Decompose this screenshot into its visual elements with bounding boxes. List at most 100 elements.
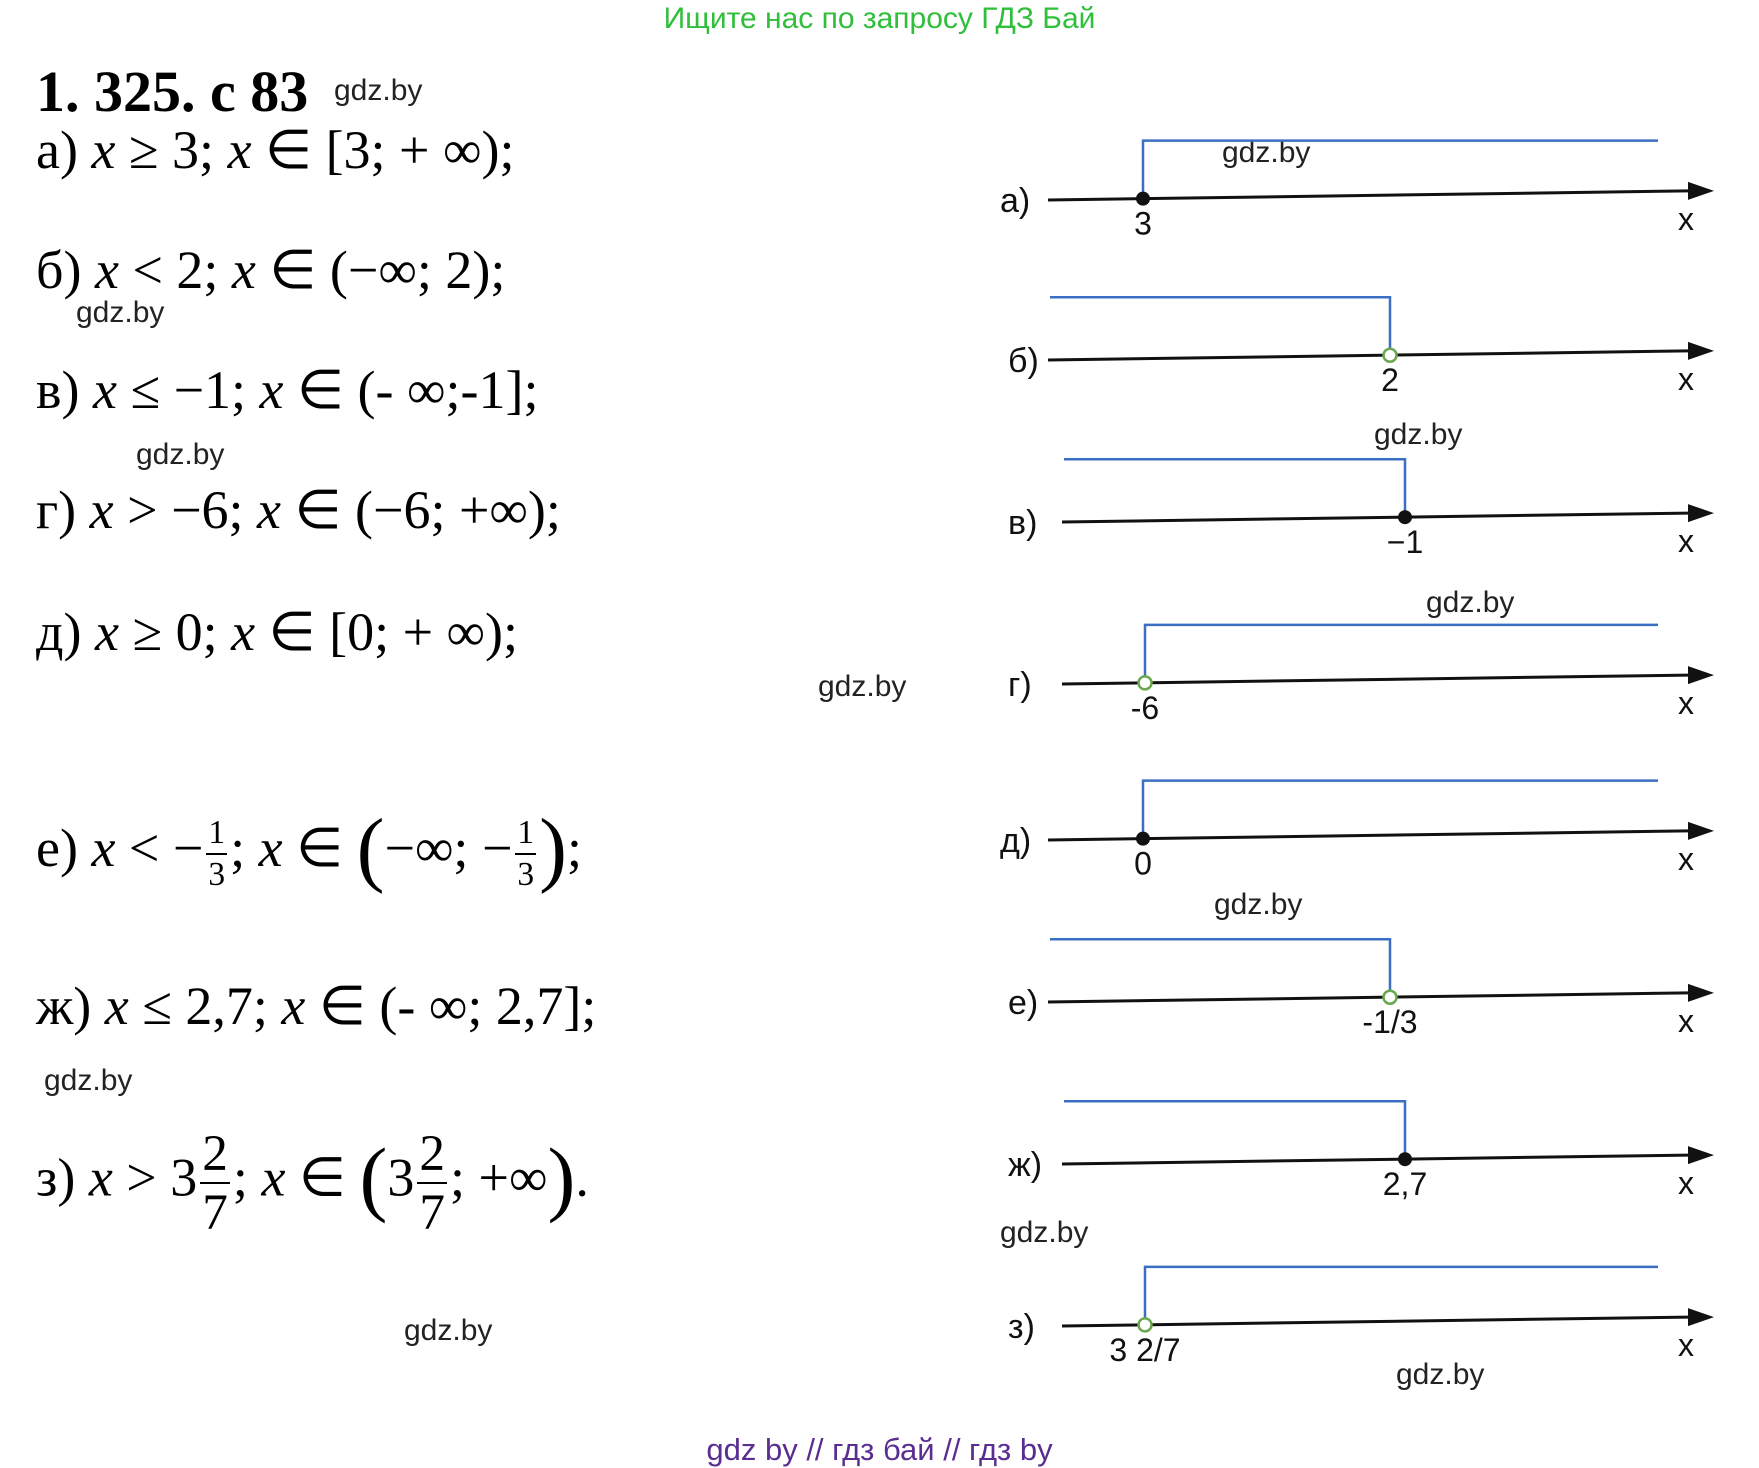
solution-v: в) x ≤ −1; x ∈ (- ∞;-1]; — [36, 358, 539, 421]
number-line-label: г) — [1008, 666, 1032, 704]
axis-line — [1047, 991, 1689, 1004]
watermark: gdz.by — [1426, 586, 1515, 619]
variable: x — [258, 817, 283, 878]
watermark: gdz.by — [1214, 888, 1303, 921]
point-label: −1 — [1387, 524, 1423, 560]
variable: x — [91, 120, 116, 180]
variable: x — [227, 120, 252, 180]
watermark: gdz.by — [136, 438, 225, 471]
solution-e: е) x < −1 3; x ∈ (−∞; −1 3); — [36, 802, 583, 895]
point-label: 0 — [1134, 846, 1152, 882]
number-line-label: в) — [1008, 504, 1037, 542]
solution-label: з) — [36, 1147, 76, 1208]
variable: x — [231, 602, 256, 662]
inequality: ≤ 2,7; — [128, 976, 282, 1036]
closed-point — [1136, 831, 1150, 846]
interval-bracket — [1064, 457, 1407, 518]
variable: x — [257, 480, 281, 540]
variable: x — [281, 976, 306, 1036]
open-point — [1137, 1317, 1153, 1333]
inequality: < 2; — [118, 240, 232, 300]
solution-d: д) x ≥ 0; x ∈ [0; + ∞); — [36, 600, 518, 663]
axis-name: x — [1678, 685, 1694, 721]
inequality: < − — [115, 817, 204, 878]
interval: ∈ (- ∞; 2,7]; — [305, 976, 597, 1036]
point-label: -6 — [1131, 690, 1159, 726]
variable: x — [94, 240, 119, 300]
number-line-label: ж) — [1008, 1146, 1042, 1184]
inequality: > −6; — [113, 480, 258, 540]
solution-a: а) x ≥ 3; x ∈ [3; + ∞); — [36, 118, 515, 181]
number-line-label: а) — [1000, 182, 1030, 220]
watermark: gdz.by — [76, 296, 165, 329]
solution-z: з) x > 3 2 7; x ∈ (3 2 7; +∞). — [36, 1125, 589, 1242]
open-point — [1137, 675, 1153, 691]
axis-line — [1061, 1153, 1689, 1166]
interval: ∈ [3; + ∞); — [251, 120, 515, 180]
variable: x — [231, 240, 256, 300]
arrow-head — [1688, 1146, 1714, 1165]
watermark: gdz.by — [44, 1064, 133, 1097]
arrow-head — [1688, 341, 1714, 360]
variable: x — [91, 817, 116, 878]
variable: x — [104, 976, 129, 1036]
axis-name: x — [1678, 361, 1694, 397]
variable: x — [92, 360, 117, 420]
solution-label: в) — [36, 360, 80, 420]
interval-bracket — [1050, 937, 1392, 998]
watermark: gdz.by — [404, 1314, 493, 1347]
point-label: -1/3 — [1362, 1004, 1417, 1040]
point-label: 2,7 — [1383, 1166, 1427, 1202]
solution-g: г) x > −6; x ∈ (−6; +∞); — [36, 478, 561, 541]
axis-line — [1047, 189, 1689, 202]
axis-name: x — [1678, 1165, 1694, 1201]
inequality: ≥ 3; — [115, 120, 228, 180]
arrow-head — [1688, 504, 1714, 523]
variable: x — [261, 1147, 286, 1208]
axis-line — [1047, 829, 1689, 842]
solution-label: д) — [36, 602, 82, 662]
solution-label: б) — [36, 240, 82, 300]
arrow-head — [1688, 821, 1714, 840]
inequality: > 3 — [112, 1147, 198, 1208]
variable: x — [88, 1147, 113, 1208]
arrow-head — [1688, 983, 1714, 1002]
axis-line — [1061, 1315, 1689, 1328]
variable: x — [94, 602, 119, 662]
axis-name: x — [1678, 841, 1694, 877]
closed-point — [1398, 1152, 1412, 1167]
axis-line — [1061, 673, 1689, 686]
inequality: ≤ −1; — [116, 360, 260, 420]
interval-bracket — [1064, 1099, 1407, 1160]
point-label: 3 2/7 — [1109, 1332, 1180, 1368]
variable: x — [89, 480, 114, 540]
search-banner: Ищите нас по запросу ГДЗ Бай — [663, 2, 1096, 35]
number-line-label: б) — [1008, 342, 1039, 380]
closed-point — [1136, 191, 1150, 206]
interval-bracket — [1141, 139, 1658, 199]
interval-bracket — [1143, 623, 1658, 683]
solution-label: а) — [36, 120, 78, 180]
axis-name: x — [1678, 523, 1694, 559]
watermark: gdz.by — [1000, 1216, 1089, 1249]
number-line-label: з) — [1008, 1308, 1035, 1346]
watermark: gdz.by — [818, 670, 907, 703]
variable: x — [259, 360, 284, 420]
number-line-label: д) — [1000, 822, 1031, 860]
arrow-head — [1688, 1308, 1714, 1327]
interval: ∈ (−∞; 2); — [255, 240, 506, 300]
axis-line — [1047, 349, 1689, 362]
interval-bracket — [1141, 779, 1658, 839]
interval-bracket — [1050, 295, 1392, 356]
interval-bracket — [1143, 1265, 1658, 1325]
solution-b: б) x < 2; x ∈ (−∞; 2); — [36, 238, 505, 301]
open-point — [1382, 989, 1398, 1005]
watermark: gdz.by — [1396, 1358, 1485, 1391]
watermark: gdz.by — [1374, 418, 1463, 451]
axis-line — [1061, 511, 1689, 524]
